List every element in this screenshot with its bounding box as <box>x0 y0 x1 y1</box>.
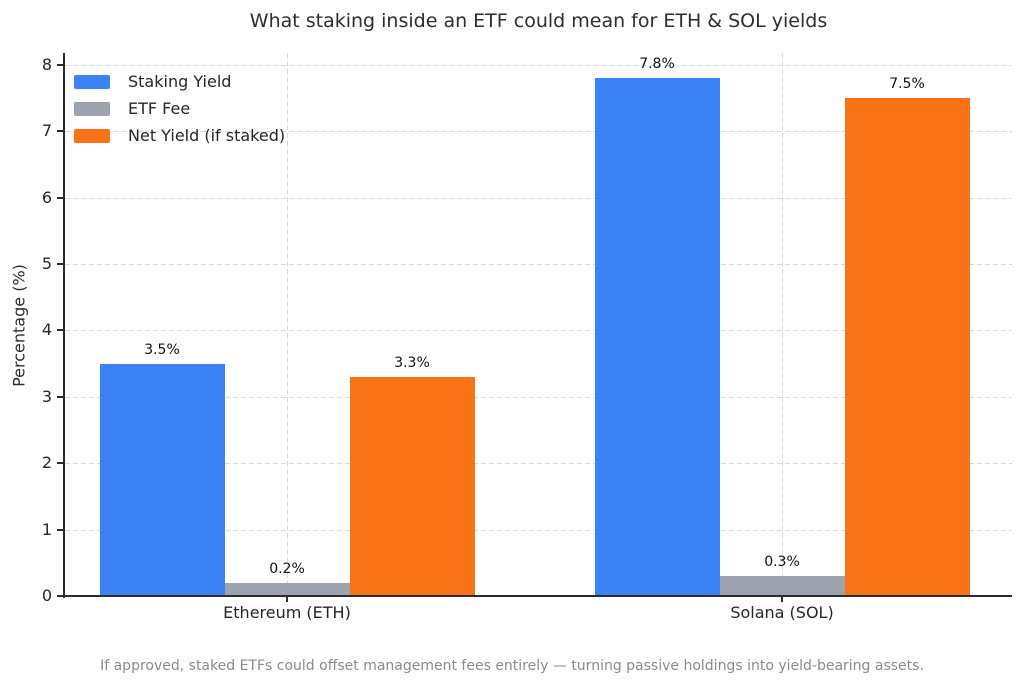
bar <box>844 98 970 596</box>
grid-line-horizontal <box>65 463 1012 465</box>
legend: Staking Yield ETF Fee Net Yield (if staked… <box>74 68 285 149</box>
y-tick-label: 4 <box>41 320 52 340</box>
y-tick-mark <box>57 528 64 531</box>
y-tick-label: 8 <box>41 54 52 74</box>
grid-line-horizontal <box>65 64 1012 66</box>
legend-swatch <box>74 74 110 89</box>
bar <box>349 376 475 596</box>
bar-value-label: 7.5% <box>889 76 925 93</box>
grid-line-horizontal <box>65 330 1012 332</box>
y-tick-label: 5 <box>41 254 52 274</box>
y-tick-label: 7 <box>41 121 52 141</box>
y-tick-mark <box>57 595 64 597</box>
x-tick-label: Ethereum (ETH) <box>223 603 351 622</box>
bar <box>224 582 350 596</box>
grid-line-vertical <box>287 53 288 596</box>
legend-item: ETF Fee <box>74 95 285 122</box>
y-tick-label: 0 <box>41 586 52 605</box>
grid-line-horizontal <box>65 197 1012 199</box>
legend-swatch <box>74 101 110 116</box>
bar-value-label: 7.8% <box>639 56 675 73</box>
y-tick-mark <box>57 395 64 398</box>
y-tick-label: 2 <box>41 453 52 473</box>
grid-line-horizontal <box>65 396 1012 398</box>
x-tick-mark <box>286 597 288 602</box>
y-tick-label: 3 <box>41 386 52 406</box>
x-axis-spine <box>63 595 1012 597</box>
x-tick-mark <box>781 597 783 602</box>
legend-swatch <box>74 128 110 143</box>
x-tick-label: Solana (SOL) <box>730 603 834 622</box>
grid-line-horizontal <box>65 529 1012 531</box>
y-tick-mark <box>57 196 64 199</box>
bar <box>99 363 225 596</box>
grid-line-horizontal <box>65 131 1012 133</box>
chart-title: What staking inside an ETF could mean fo… <box>249 10 828 32</box>
bar-value-label: 3.5% <box>144 341 180 358</box>
y-tick-mark <box>57 263 64 266</box>
legend-label: Net Yield (if staked) <box>128 126 286 145</box>
bar-value-label: 3.3% <box>394 354 430 371</box>
y-tick-mark <box>57 462 64 465</box>
bar-value-label: 0.3% <box>764 554 800 571</box>
footer-note: If approved, staked ETFs could offset ma… <box>100 658 924 674</box>
bar-value-label: 0.2% <box>269 560 305 577</box>
bar <box>594 78 720 596</box>
grid-line-vertical <box>782 53 783 596</box>
y-tick-mark <box>57 130 64 133</box>
legend-item: Staking Yield <box>74 68 285 95</box>
legend-label: ETF Fee <box>128 99 191 118</box>
legend-item: Net Yield (if staked) <box>74 122 285 149</box>
grid-line-horizontal <box>65 264 1012 266</box>
y-tick-mark <box>57 329 64 332</box>
y-axis-spine <box>63 53 65 598</box>
y-tick-label: 1 <box>41 519 52 539</box>
y-axis-label: Percentage (%) <box>9 264 29 387</box>
y-tick-label: 6 <box>41 187 52 207</box>
legend-label: Staking Yield <box>128 72 232 91</box>
bar <box>719 576 845 596</box>
y-tick-mark <box>57 63 64 66</box>
